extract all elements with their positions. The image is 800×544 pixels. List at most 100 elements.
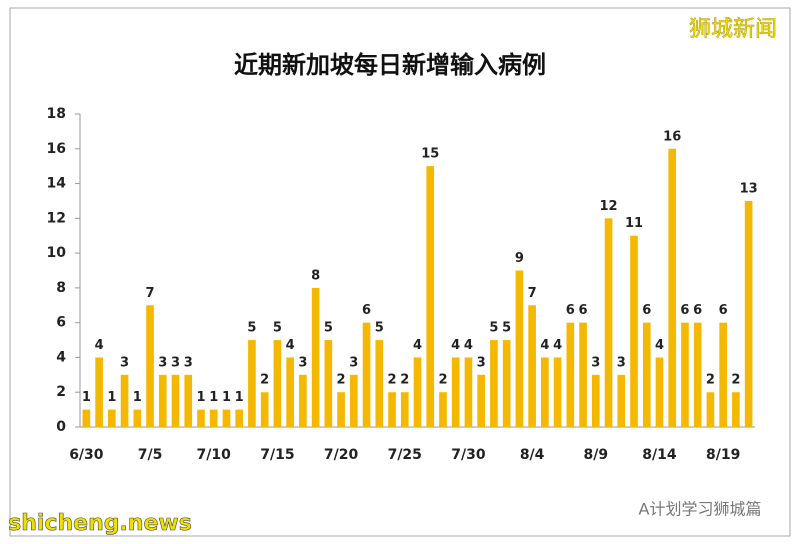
bar (158, 374, 167, 427)
bar (668, 148, 677, 427)
value-label: 1 (133, 390, 142, 405)
value-label: 12 (599, 199, 617, 214)
watermark: shicheng.news (8, 511, 192, 536)
bar (209, 409, 218, 427)
y-tick-label: 16 (47, 141, 66, 157)
bar (617, 374, 626, 427)
bar (388, 392, 396, 427)
value-label: 3 (617, 355, 626, 370)
value-label: 2 (337, 373, 346, 388)
value-label: 4 (286, 338, 295, 353)
value-label: 16 (663, 129, 681, 144)
bar (400, 392, 409, 427)
bar (528, 305, 536, 427)
bar (541, 357, 549, 427)
bar (451, 357, 460, 427)
value-label: 4 (451, 338, 460, 353)
value-label: 1 (235, 390, 244, 405)
value-label: 6 (579, 303, 588, 318)
value-label: 1 (209, 390, 218, 405)
x-tick-label: 8/14 (642, 447, 677, 463)
value-label: 2 (400, 373, 409, 388)
value-label: 4 (540, 338, 549, 353)
value-label: 1 (82, 390, 91, 405)
value-label: 13 (740, 181, 758, 196)
y-tick-label: 4 (56, 349, 66, 365)
bar (413, 357, 422, 427)
y-tick-label: 10 (47, 245, 67, 261)
bar (248, 340, 256, 427)
bar (515, 270, 524, 427)
bar (642, 322, 651, 427)
value-label: 2 (706, 373, 715, 388)
value-label: 15 (421, 147, 439, 162)
bar (706, 392, 715, 427)
bar (681, 322, 689, 427)
bar (630, 235, 638, 427)
value-label: 3 (171, 355, 180, 370)
bar (553, 357, 562, 427)
value-label: 3 (184, 355, 193, 370)
bar (579, 322, 587, 427)
bar (591, 374, 600, 427)
bar (375, 340, 384, 427)
value-label: 6 (362, 303, 371, 318)
bar (337, 392, 345, 427)
value-label: 3 (298, 355, 307, 370)
chart-title: 近期新加坡每日新增输入病例 (234, 51, 546, 79)
value-label: 8 (311, 268, 320, 283)
bar (82, 409, 91, 427)
x-tick-label: 6/30 (69, 447, 104, 463)
value-label: 4 (655, 338, 664, 353)
bar (719, 322, 727, 427)
value-label: 6 (719, 303, 728, 318)
value-label: 3 (349, 355, 358, 370)
chart-frame (9, 7, 791, 537)
x-tick-label: 7/25 (388, 447, 422, 463)
y-tick-label: 6 (56, 315, 66, 331)
watermark: 狮城新闻 (689, 17, 777, 42)
y-tick-label: 8 (56, 280, 66, 296)
bar (222, 409, 231, 427)
bar (477, 374, 485, 427)
value-label: 2 (260, 373, 269, 388)
x-tick-label: 7/15 (260, 447, 294, 463)
bar (350, 374, 358, 427)
bar (95, 357, 103, 427)
value-label: 6 (693, 303, 702, 318)
value-label: 6 (566, 303, 575, 318)
value-label: 2 (731, 373, 740, 388)
x-tick-label: 7/30 (451, 447, 486, 463)
value-label: 3 (158, 355, 167, 370)
value-label: 1 (107, 390, 116, 405)
bar (362, 322, 371, 427)
y-tick-label: 0 (56, 419, 66, 435)
value-label: 4 (413, 338, 422, 353)
x-tick-label: 8/9 (583, 447, 608, 463)
bar (490, 340, 498, 427)
x-tick-label: 8/19 (706, 447, 740, 463)
watermark: A计划学习狮城篇 (639, 500, 762, 519)
value-label: 9 (515, 251, 524, 266)
x-tick-label: 7/5 (138, 447, 163, 463)
bar (324, 340, 333, 427)
bar (426, 166, 435, 427)
bar (566, 322, 575, 427)
bar (184, 374, 193, 427)
bar (604, 218, 613, 427)
value-label: 6 (642, 303, 651, 318)
value-label: 11 (625, 216, 643, 231)
value-label: 4 (553, 338, 562, 353)
bar (693, 322, 702, 427)
value-label: 4 (464, 338, 473, 353)
x-tick-label: 7/20 (324, 447, 359, 463)
value-label: 3 (120, 355, 129, 370)
value-label: 3 (477, 355, 486, 370)
x-tick-label: 8/4 (520, 447, 545, 463)
bar (464, 357, 473, 427)
y-tick-label: 14 (47, 176, 67, 192)
value-label: 5 (273, 321, 282, 336)
bar (235, 409, 244, 427)
bar (133, 409, 142, 427)
